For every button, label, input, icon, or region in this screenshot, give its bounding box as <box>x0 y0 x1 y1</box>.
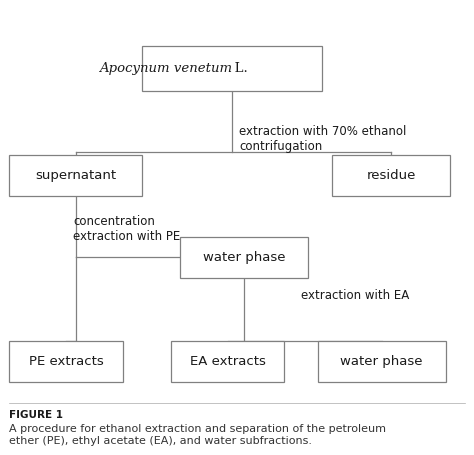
FancyBboxPatch shape <box>180 237 308 278</box>
Text: extraction with EA: extraction with EA <box>301 289 409 302</box>
Text: PE extracts: PE extracts <box>29 355 104 368</box>
Text: extraction with 70% ethanol
contrifugation: extraction with 70% ethanol contrifugati… <box>239 125 407 153</box>
Text: water phase: water phase <box>203 251 285 263</box>
Text: EA extracts: EA extracts <box>190 355 265 368</box>
Text: L.: L. <box>232 62 248 75</box>
FancyBboxPatch shape <box>332 155 450 196</box>
Text: concentration
extraction with PE: concentration extraction with PE <box>73 215 181 243</box>
Text: Apocynum venetum: Apocynum venetum <box>99 62 232 75</box>
Text: FIGURE 1: FIGURE 1 <box>9 410 64 420</box>
Text: supernatant: supernatant <box>35 169 117 182</box>
Text: water phase: water phase <box>340 355 423 368</box>
FancyBboxPatch shape <box>318 341 446 382</box>
FancyBboxPatch shape <box>142 46 322 91</box>
Text: residue: residue <box>366 169 416 182</box>
FancyBboxPatch shape <box>9 155 142 196</box>
FancyBboxPatch shape <box>171 341 284 382</box>
FancyBboxPatch shape <box>9 341 123 382</box>
Text: A procedure for ethanol extraction and separation of the petroleum
ether (PE), e: A procedure for ethanol extraction and s… <box>9 424 386 445</box>
